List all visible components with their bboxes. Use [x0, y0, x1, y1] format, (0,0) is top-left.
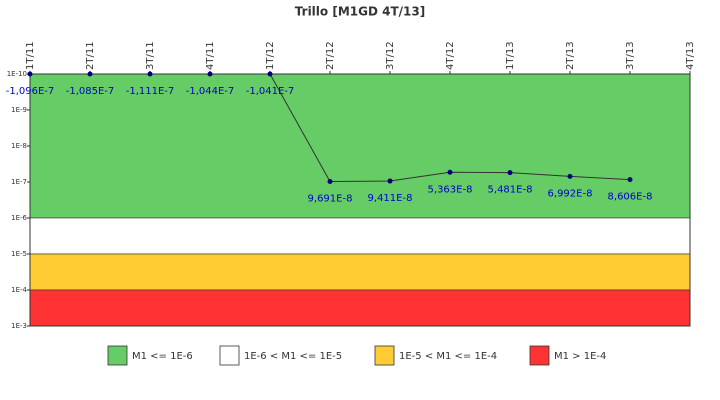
x-tick-label: 2T/12	[325, 41, 336, 70]
y-tick-label: 1E-8	[11, 142, 27, 150]
x-tick-label: 1T/11	[25, 41, 36, 70]
band	[29, 253, 691, 291]
y-tick-label: 1E-3	[11, 322, 27, 330]
point	[627, 177, 633, 183]
band	[29, 73, 691, 219]
value-label: 6,992E-8	[548, 188, 593, 199]
y-tick-label: 1E-6	[11, 214, 27, 222]
value-label: 5,363E-8	[428, 184, 473, 195]
x-tick-label: 1T/12	[265, 41, 276, 70]
point	[87, 71, 93, 77]
y-tick-label: 1E-10	[7, 70, 27, 78]
legend-swatch	[219, 345, 240, 366]
value-label: -1,111E-7	[126, 86, 175, 97]
value-label: -1,044E-7	[186, 86, 235, 97]
legend-label: M1 <= 1E-6	[132, 351, 193, 362]
x-tick-label: 3T/13	[625, 41, 636, 70]
chart-title: Trillo [M1GD 4T/13]	[295, 5, 425, 19]
value-label: 8,606E-8	[608, 192, 653, 203]
x-tick-label: 3T/12	[385, 41, 396, 70]
point	[207, 71, 213, 77]
legend-label: 1E-6 < M1 <= 1E-5	[244, 351, 342, 362]
point	[147, 71, 153, 77]
point	[507, 170, 513, 176]
legend-swatch	[107, 345, 128, 366]
value-label: -1,096E-7	[6, 86, 55, 97]
point	[267, 71, 273, 77]
legend-label: M1 > 1E-4	[554, 351, 606, 362]
band	[29, 217, 691, 255]
point	[27, 71, 33, 77]
x-tick-label: 4T/13	[685, 41, 696, 70]
value-label: -1,085E-7	[66, 86, 115, 97]
value-label: 9,411E-8	[368, 193, 413, 204]
point	[387, 178, 393, 184]
legend-swatch	[529, 345, 550, 366]
x-tick-label: 1T/13	[505, 41, 516, 70]
value-label: -1,041E-7	[246, 86, 295, 97]
x-tick-label: 2T/13	[565, 41, 576, 70]
y-tick-label: 1E-5	[11, 250, 27, 258]
plot-frame	[29, 73, 691, 327]
y-tick-label: 1E-7	[11, 178, 27, 186]
legend-label: 1E-5 < M1 <= 1E-4	[399, 351, 497, 362]
band	[29, 289, 691, 327]
legend-swatch	[374, 345, 395, 366]
y-tick-label: 1E-9	[11, 106, 27, 114]
x-tick-label: 2T/11	[85, 41, 96, 70]
x-tick-label: 4T/11	[205, 41, 216, 70]
value-label: 9,691E-8	[308, 194, 353, 205]
point	[327, 179, 333, 185]
x-tick-label: 4T/12	[445, 41, 456, 70]
y-tick-label: 1E-4	[11, 286, 27, 294]
point	[567, 173, 573, 179]
point	[447, 169, 453, 175]
value-label: 5,481E-8	[488, 185, 533, 196]
x-tick-label: 3T/11	[145, 41, 156, 70]
